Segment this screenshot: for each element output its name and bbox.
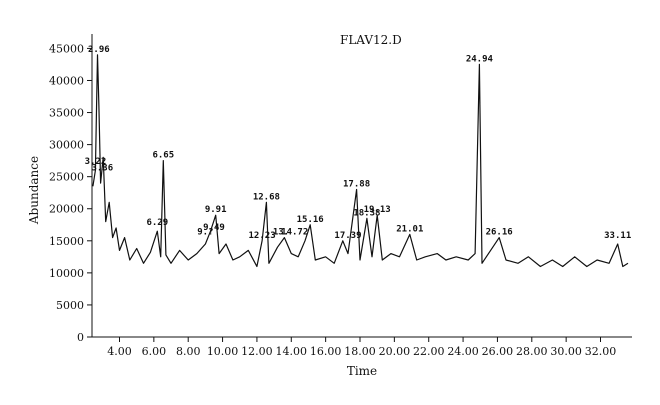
- series-line: [92, 54, 629, 268]
- x-tick-label: 32.00: [585, 345, 617, 358]
- peak-label: 21.01: [396, 224, 423, 234]
- peak-label: 19.13: [364, 205, 391, 215]
- ticks: 0 5000 10000 15000 20000 25000 30000 35000 40000…: [49, 42, 616, 358]
- axes: [91, 34, 632, 338]
- peak-label: 2.96: [88, 45, 110, 55]
- y-tick-label: 30000: [49, 139, 84, 152]
- y-tick-label: 45000: [49, 42, 84, 55]
- series: [92, 54, 629, 268]
- x-tick-label: 26.00: [482, 345, 514, 358]
- peak-label: 6.29: [146, 218, 168, 228]
- x-tick-label: 6.00: [142, 345, 167, 358]
- x-tick-label: 4.00: [107, 345, 132, 358]
- peak-label: 9.49: [203, 223, 225, 233]
- peak-label: 12.23: [249, 231, 276, 241]
- peak-label: 13.: [273, 228, 289, 238]
- y-tick-label: 25000: [49, 171, 84, 184]
- x-tick-label: 12.00: [241, 345, 273, 358]
- peak-label: 17.39: [334, 231, 361, 241]
- y-tick-label: 20000: [49, 203, 84, 216]
- y-tick-label: 10000: [49, 267, 84, 280]
- peak-label: 9.91: [205, 205, 227, 215]
- x-tick-label: 10.00: [207, 345, 239, 358]
- x-tick-label: 8.00: [176, 345, 201, 358]
- x-tick-label: 22.00: [413, 345, 445, 358]
- peak-label: 14.72: [281, 228, 308, 238]
- peak-label: 24.94: [466, 54, 494, 64]
- x-tick-label: 28.00: [516, 345, 548, 358]
- x-axis-label: Time: [347, 364, 377, 378]
- peak-label: 18.38: [353, 208, 380, 218]
- peak-label: 9.?: [197, 228, 213, 238]
- y-tick-label: 15000: [49, 235, 84, 248]
- x-tick-label: 14.00: [276, 345, 308, 358]
- y-tick-label: 0: [77, 331, 84, 344]
- x-tick-label: 20.00: [379, 345, 411, 358]
- peak-label: 33.11: [604, 231, 631, 241]
- peak-label: 3.36: [91, 163, 113, 173]
- x-tick-label: 30.00: [550, 345, 582, 358]
- x-tick-label: 18.00: [344, 345, 376, 358]
- x-tick-label: 16.00: [310, 345, 342, 358]
- y-tick-label: 40000: [49, 74, 84, 87]
- peak-labels: 2.96 3.223.36 6.65 6.29 9.91 9.499.? 12.23 12.6…: [85, 45, 632, 241]
- peak-label: 15.16: [297, 215, 324, 225]
- y-tick-label: 5000: [56, 299, 84, 312]
- peak-label: 26.16: [486, 228, 513, 238]
- peak-label: 3.22: [85, 157, 107, 167]
- peak-label: 12.68: [253, 192, 280, 202]
- y-axis-label: Abundance: [27, 156, 41, 225]
- peak-label: 17.88: [343, 180, 370, 190]
- x-tick-label: 24.00: [447, 345, 479, 358]
- peak-label: 6.65: [152, 151, 174, 161]
- y-tick-label: 35000: [49, 107, 84, 120]
- chart-title: FLAV12.D: [340, 33, 402, 47]
